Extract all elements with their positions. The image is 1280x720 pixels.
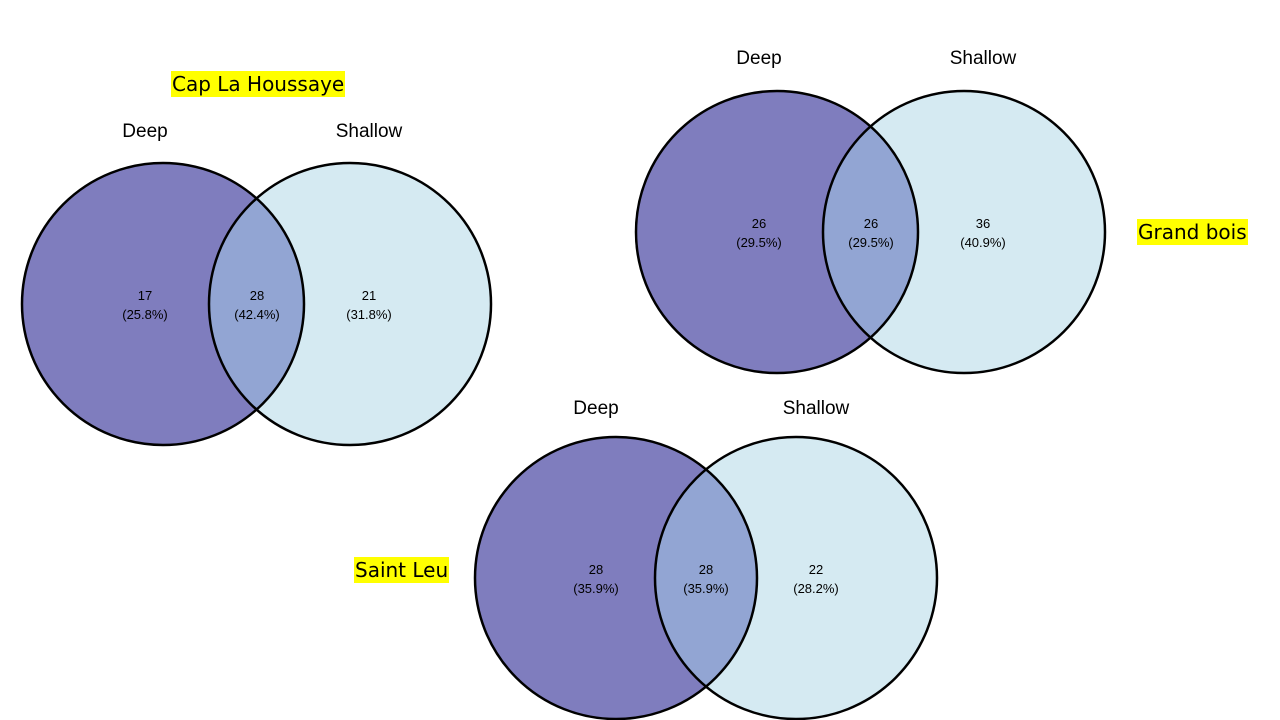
deep-only-count: 26	[752, 216, 766, 231]
site-label-grand-bois: Grand bois	[1137, 219, 1248, 245]
site-label-saint-leu: Saint Leu	[354, 557, 450, 583]
deep-set-label: Deep	[573, 398, 618, 419]
deep-only-count: 28	[589, 562, 603, 577]
overlap-percent: (35.9%)	[683, 581, 729, 596]
shallow-outline	[653, 435, 939, 720]
shallow-only-percent: (31.8%)	[346, 307, 392, 322]
shallow-only-count: 22	[809, 562, 823, 577]
overlap-percent: (42.4%)	[234, 307, 280, 322]
overlap-region	[823, 91, 918, 373]
deep-outline	[473, 435, 759, 720]
overlap-percent: (29.5%)	[848, 235, 894, 250]
shallow-only-count: 21	[362, 288, 376, 303]
deep-only-percent: (29.5%)	[736, 235, 782, 250]
shallow-outline	[207, 161, 493, 447]
shallow-only-percent: (28.2%)	[793, 581, 839, 596]
shallow-set-label: Shallow	[336, 121, 403, 142]
shallow-set-label: Shallow	[783, 398, 850, 419]
overlap-count: 28	[250, 288, 264, 303]
overlap-count: 28	[699, 562, 713, 577]
deep-only-count: 17	[138, 288, 152, 303]
shallow-only-count: 36	[976, 216, 990, 231]
venn-cap-la-houssaye: Deep Shallow 17 (25.8%) 28 (42.4%) 21 (3…	[20, 121, 493, 447]
shallow-outline	[821, 89, 1107, 375]
deep-only-percent: (25.8%)	[122, 307, 168, 322]
venn-saint-leu: Deep Shallow 28 (35.9%) 28 (35.9%) 22 (2…	[473, 398, 939, 720]
deep-outline	[634, 89, 920, 375]
site-label-cap-la-houssaye: Cap La Houssaye	[171, 71, 346, 97]
deep-outline	[20, 161, 306, 447]
deep-set-label: Deep	[122, 121, 167, 142]
shallow-only-percent: (40.9%)	[960, 235, 1006, 250]
deep-set-label: Deep	[736, 48, 781, 69]
venn-grand-bois: Deep Shallow 26 (29.5%) 26 (29.5%) 36 (4…	[634, 48, 1107, 375]
overlap-region	[655, 437, 757, 719]
overlap-region	[209, 163, 304, 445]
shallow-set-label: Shallow	[950, 48, 1017, 69]
overlap-count: 26	[864, 216, 878, 231]
deep-only-percent: (35.9%)	[573, 581, 619, 596]
